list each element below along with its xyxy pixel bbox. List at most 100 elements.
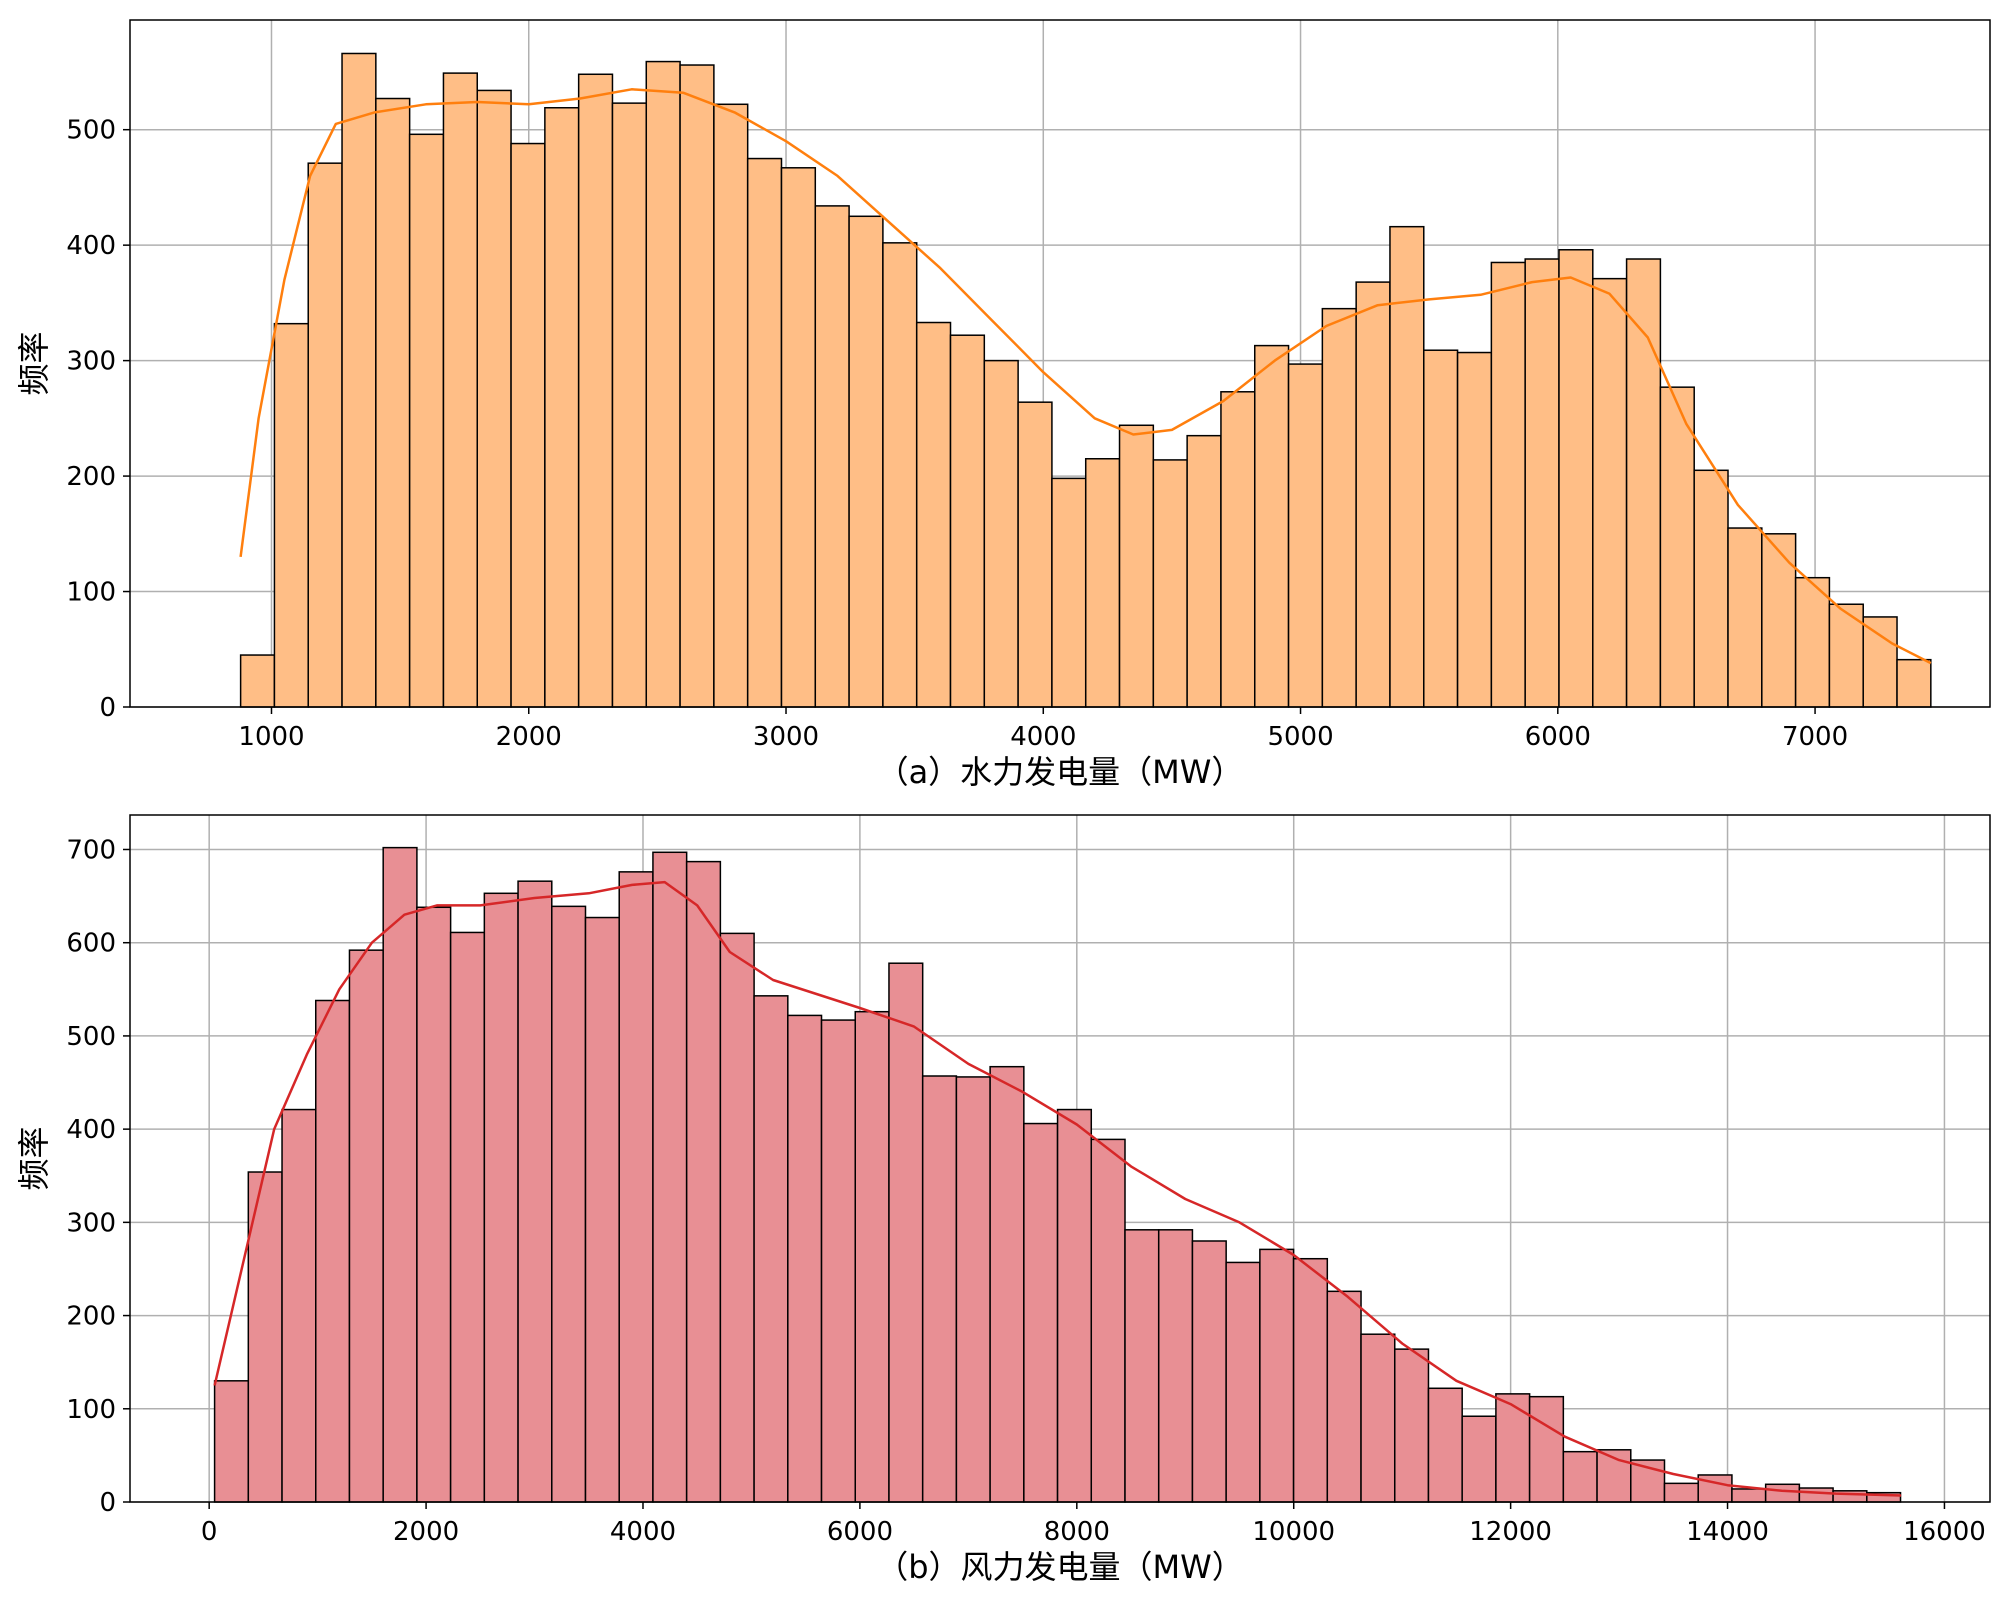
wind-bar xyxy=(1461,1415,1497,1503)
hydro-y-tick-label: 300 xyxy=(66,347,116,377)
hydro-bar xyxy=(1558,249,1594,708)
hydro-bar xyxy=(1862,616,1898,708)
hydro-bar xyxy=(1456,351,1493,708)
wind-bar xyxy=(247,1171,283,1503)
hydro-bar xyxy=(476,89,512,708)
wind-bar xyxy=(921,1075,958,1503)
hydro-bar xyxy=(1389,225,1425,708)
wind-bar xyxy=(1764,1483,1801,1503)
wind-x-tick-label: 2000 xyxy=(393,1517,459,1547)
wind-bar xyxy=(1798,1487,1834,1503)
hydro-bar xyxy=(1321,307,1357,708)
wind-bar xyxy=(483,892,519,1503)
hydro-bar xyxy=(915,321,952,708)
wind-x-tick-label: 4000 xyxy=(610,1517,676,1547)
wind-bar xyxy=(1124,1229,1160,1503)
wind-bar xyxy=(1731,1488,1767,1503)
wind-x-tick-label: 12000 xyxy=(1469,1517,1552,1547)
hydro-x-tick-label: 3000 xyxy=(753,722,819,752)
wind-bar xyxy=(1090,1138,1126,1503)
hydro-bar xyxy=(1592,277,1628,708)
hydro-bar xyxy=(1693,469,1729,708)
hydro-bar xyxy=(1051,477,1087,708)
wind-bar xyxy=(1562,1450,1598,1503)
wind-histogram-panel: 0 2000 4000 6000 8000 10000 12000 14000 16000 0 10… xyxy=(15,814,1991,1586)
wind-bar xyxy=(416,906,452,1503)
hydro-x-axis-label: （a）水力发电量（MW） xyxy=(877,753,1244,791)
wind-bar xyxy=(989,1065,1025,1503)
wind-bar xyxy=(1495,1393,1531,1503)
wind-y-tick-label: 300 xyxy=(66,1208,116,1238)
wind-bar xyxy=(1259,1248,1295,1503)
wind-x-tick-label: 10000 xyxy=(1252,1517,1335,1547)
wind-bar xyxy=(854,1010,890,1503)
wind-x-tick-label: 14000 xyxy=(1686,1517,1769,1547)
wind-bar xyxy=(685,860,722,1503)
hydro-x-tick-label: 6000 xyxy=(1525,722,1591,752)
wind-x-tick-label: 8000 xyxy=(1044,1517,1110,1547)
hydro-x-tick-label: 4000 xyxy=(1010,722,1076,752)
hydro-bar xyxy=(1186,434,1222,708)
hydro-bar xyxy=(645,60,681,708)
wind-bar xyxy=(1157,1229,1194,1503)
hydro-axes-frame xyxy=(129,19,1991,708)
wind-x-tick-label: 0 xyxy=(201,1517,218,1547)
hydro-x-tick-label: 7000 xyxy=(1782,722,1848,752)
hydro-bar xyxy=(1220,391,1256,708)
hydro-bar xyxy=(1118,424,1155,708)
wind-bar xyxy=(1360,1333,1396,1503)
wind-y-tick-label: 0 xyxy=(99,1488,116,1518)
hydro-bar xyxy=(510,142,546,708)
hydro-y-tick-label: 100 xyxy=(66,578,116,608)
hydro-bar xyxy=(1524,258,1560,708)
wind-bar xyxy=(382,846,418,1503)
hydro-bar xyxy=(408,133,445,708)
wind-bar xyxy=(787,1014,823,1503)
wind-y-tick-label: 700 xyxy=(66,835,116,865)
hydro-y-tick-label: 0 xyxy=(99,693,116,723)
hydro-bar xyxy=(1490,261,1526,708)
hydro-bar xyxy=(1287,363,1324,708)
hydro-bar xyxy=(1084,458,1121,708)
wind-y-tick-label: 500 xyxy=(66,1022,116,1052)
wind-y-tick-label: 600 xyxy=(66,929,116,959)
hydro-bar xyxy=(307,162,343,708)
hydro-bar xyxy=(814,205,850,708)
wind-bar xyxy=(955,1076,991,1503)
wind-bar xyxy=(820,1019,856,1503)
hydro-bar xyxy=(341,52,377,708)
hydro-bar xyxy=(1625,258,1662,708)
wind-bar xyxy=(1023,1122,1059,1503)
hydro-bar xyxy=(442,72,479,708)
hydro-y-tick-label: 500 xyxy=(66,116,116,146)
hydro-bar xyxy=(1017,401,1053,708)
hydro-bar xyxy=(1253,344,1290,708)
hydro-bar xyxy=(1896,658,1932,708)
hydro-bar xyxy=(273,322,309,708)
wind-bar xyxy=(348,949,384,1503)
hydro-x-tick-label: 5000 xyxy=(1267,722,1333,752)
hydro-bar xyxy=(746,157,783,708)
wind-bar xyxy=(1427,1387,1463,1503)
wind-bar xyxy=(618,871,654,1503)
wind-x-tick-label: 6000 xyxy=(827,1517,893,1547)
wind-bar xyxy=(1393,1348,1430,1503)
wind-bar xyxy=(1191,1240,1227,1503)
wind-y-tick-label: 400 xyxy=(66,1115,116,1145)
hydro-bar xyxy=(713,103,749,708)
hydro-kde-line xyxy=(239,88,1932,665)
hydro-y-axis-label: 频率 xyxy=(15,331,53,395)
hydro-bar xyxy=(1794,576,1831,708)
hydro-bar xyxy=(375,97,411,708)
wind-bar xyxy=(551,905,587,1503)
hydro-bar xyxy=(983,359,1019,708)
hydro-y-tick-label: 400 xyxy=(66,231,116,261)
hydro-bar xyxy=(1761,533,1797,708)
wind-bar xyxy=(753,995,789,1503)
hydro-bar xyxy=(239,654,276,708)
hydro-x-tick-label: 1000 xyxy=(238,722,304,752)
wind-bar xyxy=(315,999,351,1503)
wind-x-tick-label: 16000 xyxy=(1903,1517,1986,1547)
wind-kde-line xyxy=(213,880,1902,1497)
